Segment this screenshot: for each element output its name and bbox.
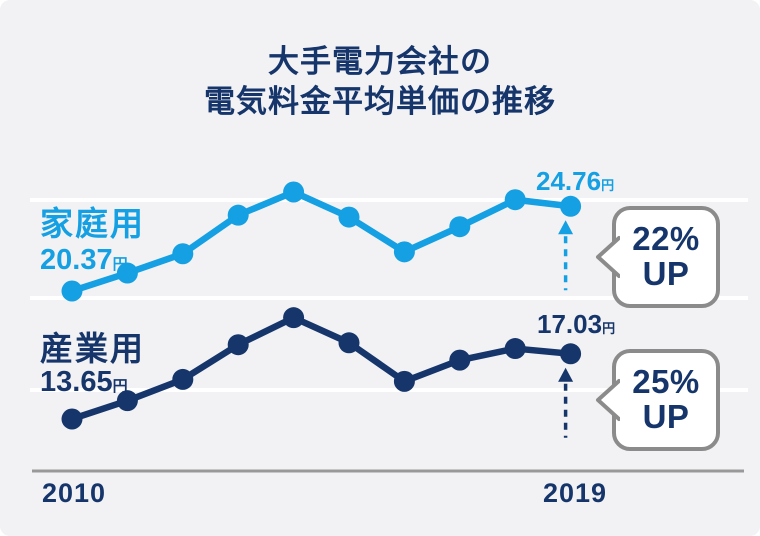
data-point-家庭用 xyxy=(504,189,526,211)
household-start-value: 20.37 xyxy=(40,244,113,276)
household-end-unit: 円 xyxy=(601,178,615,193)
industrial-change-badge: 25% UP xyxy=(596,349,720,451)
arrow-up-icon xyxy=(558,367,574,382)
household-change-badge: 22% UP xyxy=(596,206,720,308)
household-change-suffix: UP xyxy=(642,255,690,292)
legend-industrial: 産業用 xyxy=(40,330,145,367)
data-point-産業用 xyxy=(504,338,526,360)
series-line-産業用 xyxy=(68,314,574,423)
series-line-家庭用 xyxy=(68,188,574,295)
industrial-end-price: 17.03円 xyxy=(537,309,615,340)
household-change-percent: 22% xyxy=(632,220,700,258)
data-point-家庭用 xyxy=(283,181,305,203)
data-point-産業用 xyxy=(449,349,471,371)
title-line1: 大手電力会社の xyxy=(268,44,492,79)
data-point-産業用 xyxy=(172,368,194,390)
industrial-start-unit: 円 xyxy=(112,378,128,395)
bubble-tail-left-icon xyxy=(596,379,620,421)
household-end-price: 24.76円 xyxy=(536,166,614,197)
industrial-end-unit: 円 xyxy=(602,321,616,336)
industrial-change-suffix: UP xyxy=(642,398,690,435)
household-start-price: 20.37円 xyxy=(40,244,128,277)
data-point-産業用 xyxy=(338,332,360,354)
data-point-産業用 xyxy=(393,370,415,392)
data-point-家庭用 xyxy=(393,241,415,263)
page-title: 大手電力会社の 電気料金平均単価の推移 xyxy=(0,42,760,121)
industrial-start-value: 13.65 xyxy=(40,366,113,398)
industrial-start-price: 13.65円 xyxy=(40,366,128,399)
arrow-up-icon xyxy=(558,220,574,235)
data-point-家庭用 xyxy=(227,204,249,226)
data-point-産業用 xyxy=(61,408,83,430)
data-point-家庭用 xyxy=(449,216,471,238)
industrial-change-percent: 25% xyxy=(632,363,700,401)
household-start-unit: 円 xyxy=(112,256,128,273)
x-axis-label-2019: 2019 xyxy=(543,478,608,508)
data-point-家庭用 xyxy=(61,280,83,302)
data-point-家庭用 xyxy=(560,195,582,217)
legend-household: 家庭用 xyxy=(40,205,145,242)
title-line2: 電気料金平均単価の推移 xyxy=(204,83,556,119)
data-point-産業用 xyxy=(116,390,138,412)
data-point-家庭用 xyxy=(116,262,138,284)
data-point-産業用 xyxy=(227,334,249,356)
data-point-産業用 xyxy=(283,307,305,329)
x-axis-label-2010: 2010 xyxy=(42,478,107,508)
series-layer xyxy=(61,181,582,438)
household-end-value: 24.76 xyxy=(536,166,602,196)
industrial-end-value: 17.03 xyxy=(537,309,603,339)
data-point-産業用 xyxy=(560,343,582,365)
data-point-家庭用 xyxy=(338,206,360,228)
data-point-家庭用 xyxy=(172,243,194,265)
bubble-tail-left-icon xyxy=(596,236,620,278)
